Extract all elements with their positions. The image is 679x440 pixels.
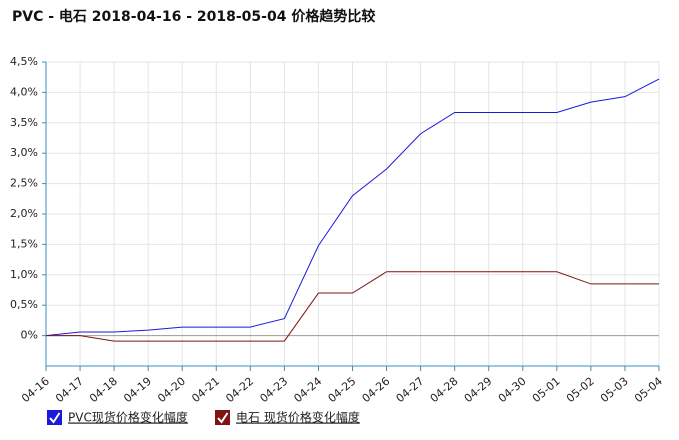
x-tick-label: 04-16 — [19, 375, 52, 406]
legend-check — [49, 412, 61, 424]
y-tick-label: 4,5% — [10, 55, 38, 68]
series-line — [45, 78, 660, 337]
y-tick-label: 1,5% — [10, 237, 38, 250]
x-tick-label: 04-24 — [291, 375, 324, 406]
x-tick-label: 04-17 — [53, 375, 86, 406]
legend-item[interactable]: 电石 现货价格变化幅度 — [215, 410, 360, 426]
legend-item[interactable]: PVC现货价格变化幅度 — [47, 410, 188, 426]
y-tick-label: 0% — [21, 329, 38, 342]
series-line — [46, 271, 659, 342]
y-tick-label: 2,5% — [10, 177, 38, 190]
x-tick-label: 04-30 — [496, 375, 529, 406]
legend-checkbox[interactable] — [215, 410, 230, 425]
x-tick-label: 04-26 — [360, 375, 393, 406]
x-tick-label: 05-03 — [598, 375, 631, 406]
y-tick-label: 0,5% — [10, 298, 38, 311]
y-tick-label: 1,0% — [10, 268, 38, 281]
x-tick-label: 04-23 — [257, 375, 290, 406]
x-tick-label: 04-19 — [121, 375, 154, 406]
legend-check — [217, 412, 229, 424]
x-tick-label: 04-29 — [462, 375, 495, 406]
x-tick-label: 05-01 — [530, 375, 563, 406]
x-tick-label: 04-18 — [87, 375, 120, 406]
x-tick-label: 05-04 — [632, 375, 665, 406]
chart-title: PVC - 电石 2018-04-16 - 2018-05-04 价格趋势比较 — [12, 8, 375, 25]
x-tick-label: 04-20 — [155, 375, 188, 406]
legend-label[interactable]: PVC现货价格变化幅度 — [68, 410, 188, 425]
x-tick-label: 04-25 — [326, 375, 359, 406]
y-tick-label: 3,5% — [10, 116, 38, 129]
x-tick-label: 05-02 — [564, 375, 597, 406]
y-tick-label: 4,0% — [10, 85, 38, 98]
x-tick-label: 04-27 — [394, 375, 427, 406]
y-tick-label: 2,0% — [10, 207, 38, 220]
legend-checkbox[interactable] — [47, 410, 62, 425]
x-tick-label: 04-22 — [223, 375, 256, 406]
x-tick-label: 04-21 — [189, 375, 222, 406]
y-tick-label: 3,0% — [10, 146, 38, 159]
legend-label[interactable]: 电石 现货价格变化幅度 — [236, 410, 360, 425]
x-tick-label: 04-28 — [428, 375, 461, 406]
